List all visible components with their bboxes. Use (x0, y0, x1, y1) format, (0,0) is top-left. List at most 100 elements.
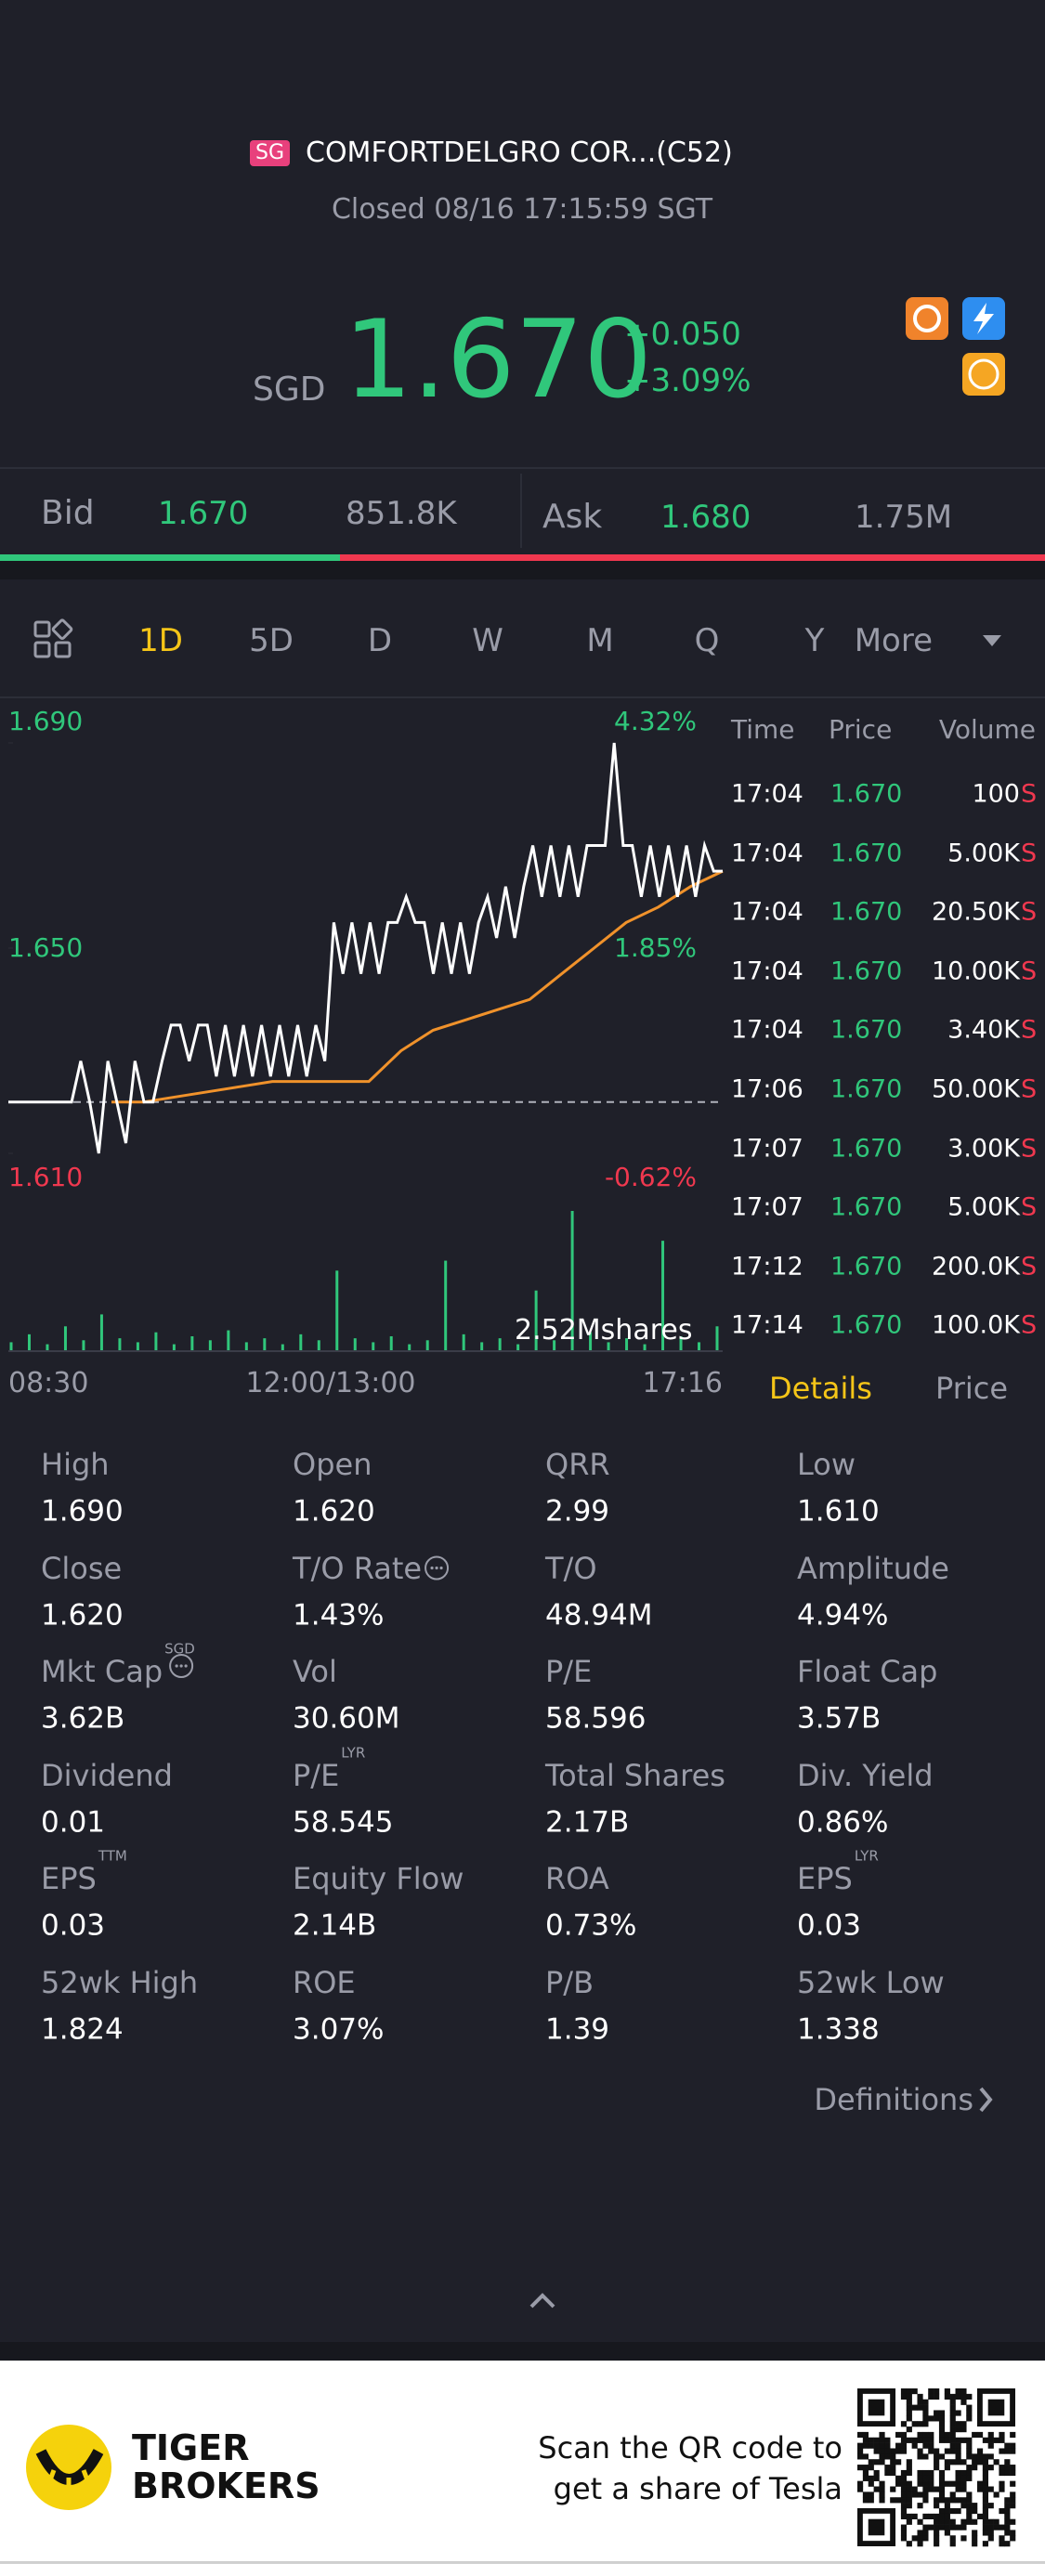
qr-cell (960, 2480, 967, 2487)
qr-cell (966, 2393, 973, 2400)
stat-value: 30.60M (293, 1701, 400, 1736)
stat-value: 1.39 (545, 2012, 610, 2046)
icon-orange (906, 297, 948, 340)
qr-cell (857, 2480, 864, 2487)
qr-cell (895, 2459, 902, 2465)
stat-value: 1.610 (797, 1494, 880, 1529)
qr-cell (944, 2465, 950, 2471)
info-dot (439, 1566, 443, 1570)
stat-label: P/E (545, 1654, 593, 1689)
qr-cell (993, 2437, 999, 2443)
qr-cell (900, 2388, 908, 2395)
volume-bar (372, 1342, 375, 1350)
qr-cell (960, 2393, 967, 2400)
qr-cell (949, 2497, 956, 2504)
period-tab[interactable]: Y (804, 622, 825, 659)
trade-price: 1.670 (830, 1134, 903, 1164)
detail-tab[interactable]: Details (769, 1371, 872, 1406)
qr-cell (1010, 2491, 1016, 2498)
period-tab[interactable]: W (472, 622, 503, 659)
qr-cell (949, 2393, 956, 2400)
qr-cell (911, 2388, 918, 2395)
definitions-link[interactable]: Definitions (814, 2082, 973, 2117)
qr-cell (976, 2480, 984, 2487)
qr-cell (906, 2480, 912, 2487)
period-tab[interactable]: Q (694, 622, 720, 659)
trade-side: S (1021, 1192, 1038, 1222)
qr-cell (862, 2475, 869, 2481)
volume-bar (244, 1342, 248, 1350)
qr-cell (999, 2465, 1005, 2471)
qr-cell (917, 2399, 923, 2405)
qr-cell (993, 2459, 999, 2465)
qr-cell (999, 2437, 1005, 2443)
qr-cell (928, 2469, 934, 2477)
qr-cell (949, 2442, 956, 2449)
stat-label: Dividend (41, 1757, 173, 1793)
qr-cell (890, 2469, 896, 2477)
qr-cell (890, 2497, 896, 2504)
period-tab[interactable]: 1D (138, 622, 183, 659)
period-tab[interactable]: M (586, 622, 614, 659)
trade-side: S (1021, 839, 1038, 868)
qr-cell (976, 2448, 984, 2454)
period-tab[interactable]: 5D (249, 622, 294, 659)
qr-cell (955, 2453, 961, 2460)
volume-bar (425, 1340, 429, 1350)
time-label: 12:00/13:00 (245, 1367, 416, 1399)
qr-cell (949, 2399, 956, 2405)
qr-cell (938, 2421, 946, 2427)
qr-cell (928, 2513, 934, 2519)
trade-side: S (1021, 779, 1038, 809)
qr-cell (934, 2453, 940, 2460)
qr-cell (879, 2491, 885, 2498)
detail-tab[interactable]: Price (935, 1371, 1009, 1406)
qr-cell (982, 2453, 988, 2460)
qr-cell (922, 2442, 929, 2449)
volume-bar (625, 1338, 629, 1350)
qr-cell (938, 2437, 946, 2443)
qr-cell (1004, 2465, 1011, 2471)
stat-label: EPS (41, 1861, 97, 1896)
qr-cell (906, 2513, 912, 2519)
promo: Scan the QR code to (538, 2430, 843, 2465)
trades-header: Price (829, 714, 893, 745)
period-tab[interactable]: More (854, 622, 933, 659)
qr-cell (934, 2497, 940, 2504)
trade-volume: 5.00K (947, 1192, 1020, 1222)
qr-cell (873, 2448, 880, 2454)
period-tab[interactable]: D (367, 622, 393, 659)
qr-cell (895, 2448, 902, 2454)
qr-cell (972, 2507, 978, 2515)
qr-cell (928, 2431, 934, 2439)
qr-cell (900, 2535, 908, 2542)
volume-bar (208, 1340, 212, 1350)
qr-cell (1004, 2497, 1011, 2504)
qr-finder (987, 2399, 1005, 2416)
qr-cell (873, 2442, 880, 2449)
stat-label: Mkt Cap (41, 1654, 163, 1689)
time-label: 17:16 (642, 1367, 723, 1399)
qr-cell (906, 2437, 912, 2443)
expand-caret[interactable] (529, 2293, 555, 2309)
trade-time: 17:04 (731, 779, 803, 809)
qr-cell (972, 2453, 978, 2460)
qr-cell (938, 2453, 946, 2460)
qr-cell (955, 2497, 961, 2504)
qr-cell (922, 2480, 929, 2487)
trade-side: S (1021, 1134, 1038, 1164)
time-label: 08:30 (8, 1367, 89, 1399)
qr-cell (955, 2448, 961, 2454)
qr-cell (934, 2513, 940, 2519)
stat-value: 2.14B (293, 1908, 377, 1943)
qr-cell (879, 2459, 885, 2465)
qr-cell (922, 2437, 929, 2443)
qr-cell (1010, 2503, 1016, 2509)
qr-cell (900, 2431, 908, 2439)
stat-label: Total Shares (545, 1757, 725, 1793)
qr-cell (987, 2524, 994, 2530)
volume-bar (570, 1211, 574, 1350)
trade-price: 1.670 (830, 1192, 903, 1222)
qr-cell (1010, 2497, 1016, 2504)
volume-bar (698, 1342, 701, 1350)
